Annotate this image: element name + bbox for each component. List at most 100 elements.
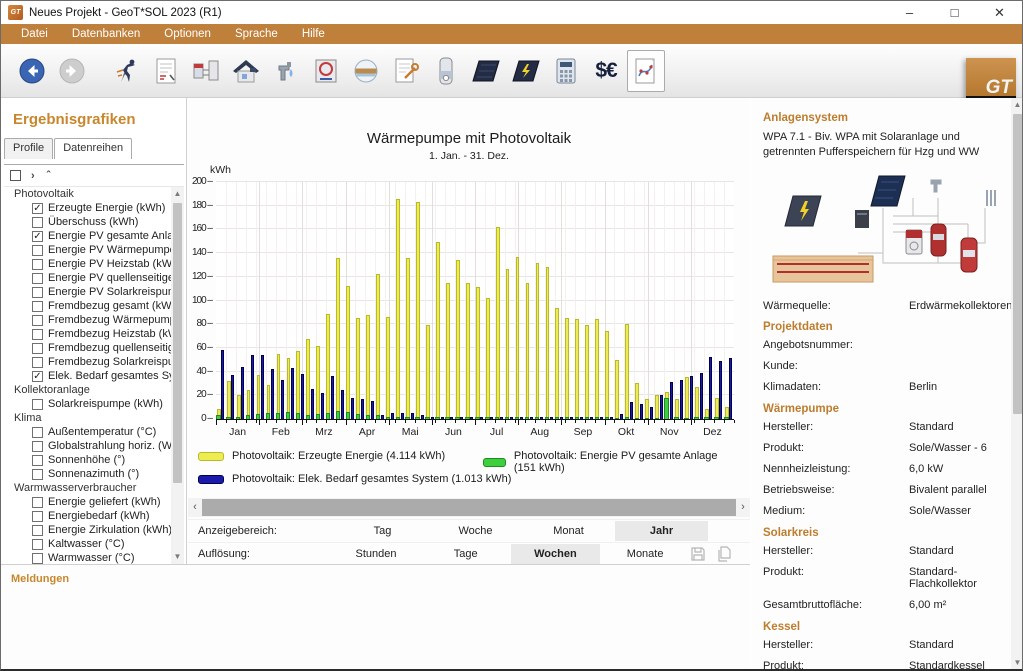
checkbox-icon[interactable]	[32, 286, 43, 298]
checkbox-icon[interactable]	[32, 342, 43, 354]
minimize-button[interactable]: –	[905, 5, 914, 20]
checkbox-icon[interactable]	[32, 216, 43, 228]
checkbox-icon[interactable]	[32, 272, 43, 284]
pv-module-icon[interactable]	[507, 50, 545, 92]
tree-item[interactable]: Außentemperatur (°C)	[4, 425, 171, 439]
menu-item-sprache[interactable]: Sprache	[234, 28, 278, 40]
expand-icon[interactable]: ›	[31, 169, 35, 182]
tree-item[interactable]: Kaltwasser (°C)	[4, 537, 171, 551]
run-simulation-icon[interactable]	[107, 50, 145, 92]
info-label: Hersteller:	[763, 421, 814, 433]
tree-item[interactable]: Warmwasser (°C)	[4, 551, 171, 564]
option-stunden[interactable]: Stunden	[355, 548, 397, 560]
maximize-button[interactable]: □	[950, 5, 959, 20]
tree-item[interactable]: Fremdbezug Solarkreispu	[4, 355, 171, 369]
report-icon[interactable]	[147, 50, 185, 92]
tree-item[interactable]: Energie PV quellenseitige	[4, 271, 171, 285]
solar-collector-icon[interactable]	[467, 50, 505, 92]
close-button[interactable]: ✕	[994, 4, 1005, 20]
bar-pv-anlage	[534, 416, 540, 419]
tree-item[interactable]: Energie PV Wärmepumpe (	[4, 243, 171, 257]
menu-item-optionen[interactable]: Optionen	[164, 28, 211, 40]
checkbox-icon[interactable]: ✓	[32, 230, 43, 242]
hscroll-thumb[interactable]	[202, 499, 736, 516]
week-tick	[275, 420, 277, 423]
info-scrollbar[interactable]: ▲ ▼	[1011, 98, 1022, 669]
week-tick	[375, 420, 377, 423]
checkbox-icon[interactable]	[32, 426, 43, 438]
tab-profile[interactable]: Profile	[4, 138, 54, 159]
tree-item[interactable]: Energie PV Solarkreispump	[4, 285, 171, 299]
save-icon[interactable]	[690, 546, 706, 562]
tree-scrollbar[interactable]: ▲ ▼	[171, 187, 184, 564]
checkbox-icon[interactable]	[32, 314, 43, 326]
menu-item-hilfe[interactable]: Hilfe	[301, 28, 325, 40]
week-gridline	[494, 182, 496, 419]
tree-item[interactable]: ✓ Erzeugte Energie (kWh)	[4, 201, 171, 215]
checkbox-icon[interactable]	[32, 328, 43, 340]
tree-item[interactable]: ✓ Elek. Bedarf gesamtes Syst	[4, 369, 171, 383]
tree-item[interactable]: Sonnenhöhe (°)	[4, 453, 171, 467]
tree-item[interactable]: Fremdbezug Heizstab (kW	[4, 327, 171, 341]
checkbox-icon[interactable]	[32, 524, 43, 536]
tree-item[interactable]: Globalstrahlung horiz. (Wh	[4, 439, 171, 453]
checkbox-icon[interactable]	[32, 440, 43, 452]
bar-pv-anlage	[445, 416, 450, 419]
tree-item-label: Solarkreispumpe (kWh)	[48, 398, 163, 410]
tree-item[interactable]: Energiebedarf (kWh)	[4, 509, 171, 523]
checkbox-icon[interactable]	[32, 496, 43, 508]
ground-source-icon[interactable]	[347, 50, 385, 92]
checkbox-icon[interactable]	[32, 244, 43, 256]
tree-item[interactable]: Energie geliefert (kWh)	[4, 495, 171, 509]
heat-pump-icon[interactable]	[307, 50, 345, 92]
hot-water-tap-icon[interactable]	[267, 50, 305, 92]
tree-item[interactable]: Energie PV Heizstab (kWh)	[4, 257, 171, 271]
calculator-icon[interactable]	[547, 50, 585, 92]
option-woche[interactable]: Woche	[458, 525, 493, 537]
checkbox-icon[interactable]	[32, 510, 43, 522]
tree-item[interactable]: Sonnenazimuth (°)	[4, 467, 171, 481]
option-jahr[interactable]: Jahr	[615, 521, 708, 541]
menu-item-datei[interactable]: Datei	[21, 28, 48, 40]
checkbox-icon[interactable]: ✓	[32, 370, 43, 382]
back-icon[interactable]	[13, 50, 51, 92]
chart-hscrollbar[interactable]: ‹ ›	[188, 498, 750, 517]
option-monate[interactable]: Monate	[626, 548, 664, 560]
copy-icon[interactable]	[716, 546, 732, 562]
tree-item[interactable]: Überschuss (kWh)	[4, 215, 171, 229]
select-all-checkbox[interactable]	[10, 170, 21, 181]
tree-item[interactable]: Solarkreispumpe (kWh)	[4, 397, 171, 411]
parameters-icon[interactable]	[387, 50, 425, 92]
checkbox-icon[interactable]	[32, 300, 43, 312]
checkbox-icon[interactable]	[32, 468, 43, 480]
storage-tank-icon[interactable]	[427, 50, 465, 92]
tab-datenreihen[interactable]: Datenreihen	[54, 138, 133, 159]
info-label: Produkt:	[763, 442, 804, 454]
checkbox-icon[interactable]: ✓	[32, 202, 43, 214]
bar-bedarf	[311, 389, 315, 419]
buffer-tank-glyph	[930, 223, 947, 257]
results-chart-icon[interactable]	[627, 49, 665, 92]
tree-item-label: Fremdbezug Heizstab (kW	[48, 328, 171, 340]
checkbox-icon[interactable]	[32, 356, 43, 368]
tree-item[interactable]: Fremdbezug Wärmepump	[4, 313, 171, 327]
economy-icon[interactable]: $€	[595, 58, 617, 82]
tree-item[interactable]: ✓ Energie PV gesamte Anlag	[4, 229, 171, 243]
checkbox-icon[interactable]	[32, 398, 43, 410]
option-wochen[interactable]: Wochen	[510, 544, 601, 564]
checkbox-icon[interactable]	[32, 454, 43, 466]
tree-item[interactable]: Fremdbezug quellenseitige	[4, 341, 171, 355]
collapse-icon[interactable]: ˆ	[46, 169, 51, 182]
option-monat[interactable]: Monat	[553, 525, 584, 537]
tree-item[interactable]: Fremdbezug gesamt (kWh)	[4, 299, 171, 313]
system-selection-icon[interactable]	[187, 50, 225, 92]
tree-item[interactable]: Energie Zirkulation (kWh)	[4, 523, 171, 537]
checkbox-icon[interactable]	[32, 538, 43, 550]
option-tage[interactable]: Tage	[453, 548, 478, 560]
option-tag[interactable]: Tag	[373, 525, 392, 537]
building-icon[interactable]	[227, 50, 265, 92]
menu-item-datenbanken[interactable]: Datenbanken	[71, 28, 141, 40]
checkbox-icon[interactable]	[32, 552, 43, 564]
month-gridline	[604, 182, 606, 419]
checkbox-icon[interactable]	[32, 258, 43, 270]
